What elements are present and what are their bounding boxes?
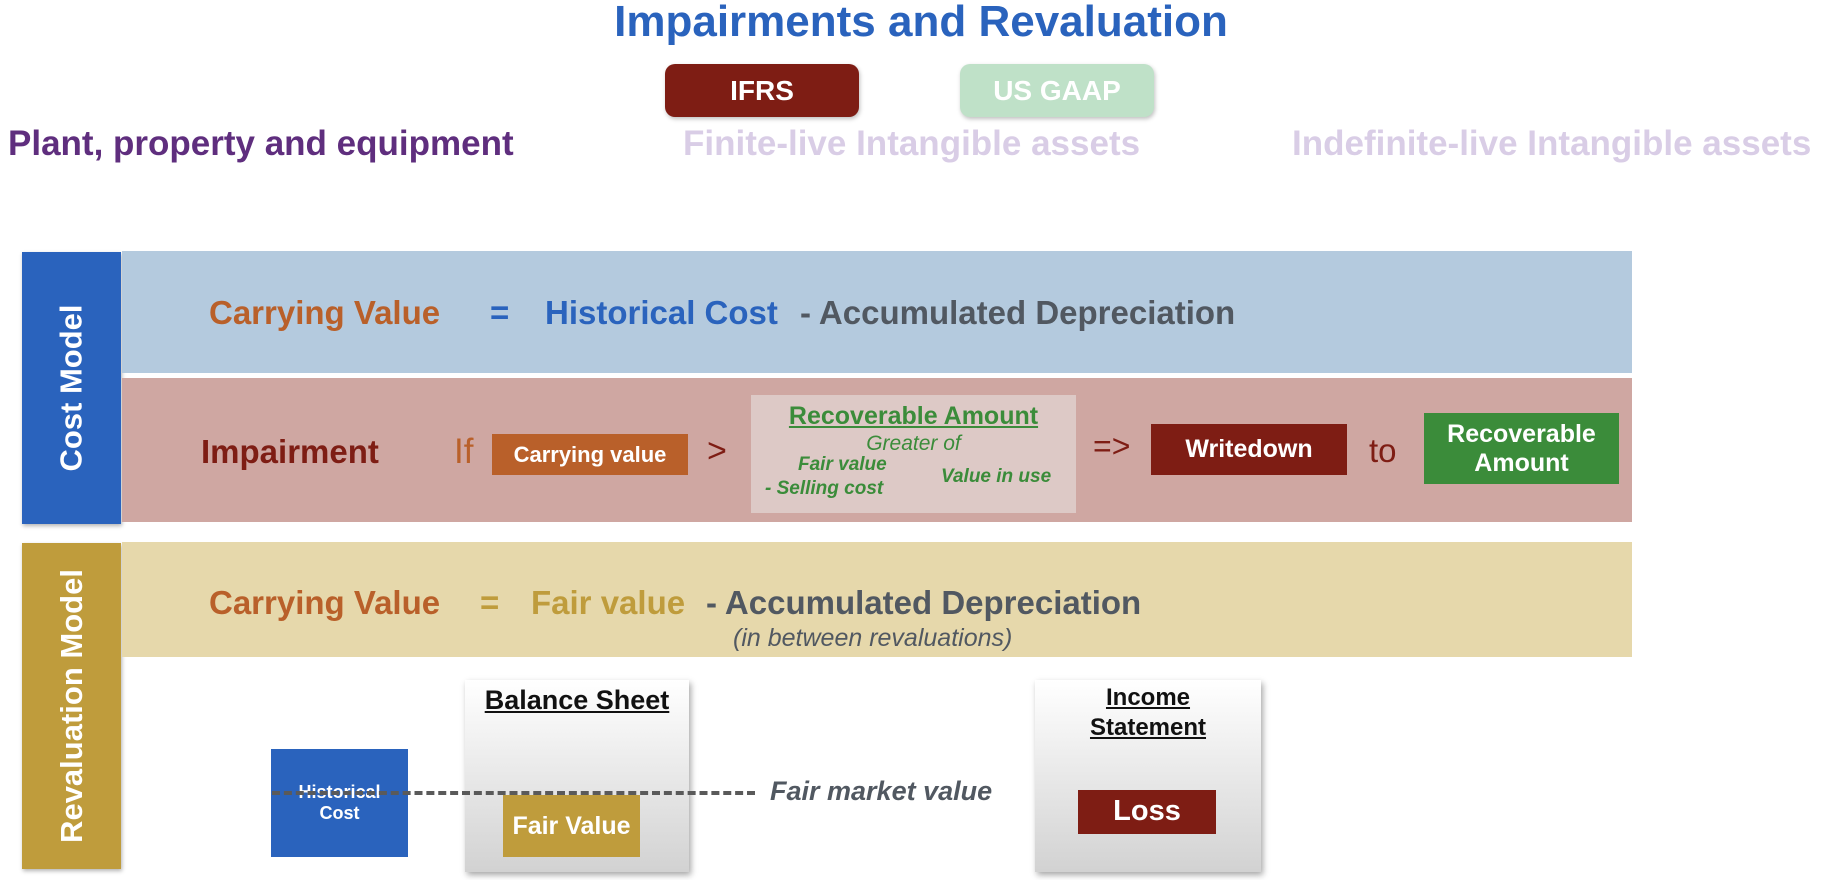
cost-model-label: Cost Model [53, 304, 89, 472]
income-statement-title-line2: Statement [1089, 714, 1207, 741]
fair-value-text: Fair value [798, 454, 887, 475]
reval-equals: = [480, 584, 500, 621]
historical-cost-box: Historical Cost [271, 749, 408, 857]
income-statement-title-line1: Income [1105, 684, 1191, 711]
fair-value-box-label: Fair Value [512, 811, 631, 840]
fair-value-box: Fair Value [503, 795, 640, 857]
fair-market-value-label: Fair market value [770, 776, 993, 806]
asset-type-ppe[interactable]: Plant, property and equipment [8, 124, 514, 163]
recoverable-amount-title: Recoverable Amount [788, 402, 1039, 430]
revaluation-model-sidebar: Revaluation Model [22, 543, 121, 869]
tab-ifrs[interactable]: IFRS [665, 64, 859, 117]
loss-box: Loss [1078, 790, 1216, 834]
reval-between-note: (in between revaluations) [733, 624, 1013, 652]
cost-formula-row [122, 251, 1632, 373]
cost-equals: = [490, 294, 510, 331]
income-statement-card [1035, 680, 1261, 872]
asset-type-indefinite-intangible[interactable]: Indefinite-live Intangible assets [1292, 124, 1812, 163]
writedown-label: Writedown [1185, 435, 1313, 464]
recoverable-amount-box: Recoverable Amount [1424, 413, 1619, 484]
balance-sheet-title: Balance Sheet [484, 685, 670, 715]
tab-us-gaap[interactable]: US GAAP [960, 64, 1154, 117]
revaluation-model-label: Revaluation Model [53, 569, 89, 843]
revaluation-formula-row [122, 542, 1632, 657]
recoverable-amount-box-line2: Amount [1474, 448, 1569, 477]
implies-arrow: => [1093, 428, 1131, 464]
historical-cost-line2: Cost [319, 803, 360, 823]
recoverable-amount-panel [751, 395, 1076, 513]
value-in-use-text: Value in use [941, 466, 1052, 487]
carrying-value-box: Carrying value [492, 434, 688, 475]
fair-market-value-line [272, 791, 755, 795]
impairment-label: Impairment [201, 433, 379, 470]
loss-box-label: Loss [1113, 795, 1181, 828]
greater-of-text: Greater of [866, 432, 961, 455]
recoverable-amount-box-line1: Recoverable [1447, 419, 1596, 448]
page-title: Impairments and Revaluation [614, 0, 1228, 46]
carrying-value-box-label: Carrying value [513, 441, 667, 467]
reval-carrying-value: Carrying Value [209, 584, 441, 621]
asset-type-finite-intangible[interactable]: Finite-live Intangible assets [683, 124, 1141, 163]
greater-than-sign: > [707, 432, 727, 470]
cost-historical-cost: Historical Cost [545, 294, 778, 331]
if-text: If [454, 432, 474, 471]
selling-cost-text: - Selling cost [765, 478, 884, 499]
writedown-box: Writedown [1151, 424, 1347, 475]
cost-model-sidebar: Cost Model [22, 252, 121, 524]
tab-us-gaap-label: US GAAP [993, 74, 1121, 106]
cost-minus-depreciation: - Accumulated Depreciation [800, 294, 1236, 331]
reval-minus-depreciation: - Accumulated Depreciation [706, 584, 1142, 621]
reval-fair-value: Fair value [531, 584, 686, 621]
to-text: to [1369, 432, 1397, 469]
cost-carrying-value: Carrying Value [209, 294, 441, 331]
tab-ifrs-label: IFRS [730, 74, 794, 106]
